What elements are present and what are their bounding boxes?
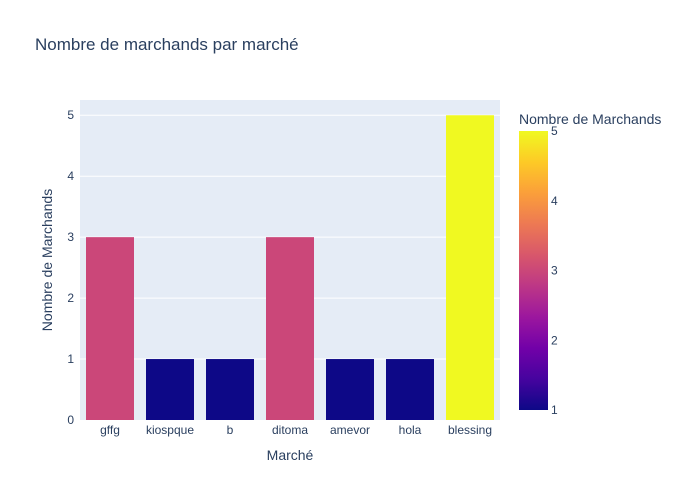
colorbar-title: Nombre de Marchands (519, 111, 661, 127)
chart-title: Nombre de marchands par marché (35, 35, 299, 54)
colorbar: Nombre de Marchands 1 2 3 4 5 (519, 111, 661, 417)
bar-amevor[interactable] (326, 359, 374, 420)
y-tick-label: 3 (67, 230, 74, 244)
colorbar-ticks: 1 2 3 4 5 (551, 124, 558, 417)
colorbar-tick-label: 1 (551, 403, 558, 417)
colorbar-tick-label: 5 (551, 124, 558, 138)
x-axis-ticks: gffg kiospque b ditoma amevor hola blessing (100, 423, 492, 437)
x-tick-label: amevor (330, 423, 370, 437)
y-tick-label: 1 (67, 352, 74, 366)
colorbar-tick-label: 2 (551, 333, 558, 347)
x-tick-label: blessing (448, 423, 492, 437)
bar-gffg[interactable] (86, 237, 134, 420)
colorbar-tick-label: 4 (551, 194, 558, 208)
y-tick-label: 4 (67, 169, 74, 183)
x-tick-label: kiospque (146, 423, 194, 437)
x-tick-label: ditoma (272, 423, 308, 437)
bar-blessing[interactable] (446, 115, 494, 420)
x-tick-label: gffg (100, 423, 120, 437)
bar-b[interactable] (206, 359, 254, 420)
bar-kiospque[interactable] (146, 359, 194, 420)
bar-ditoma[interactable] (266, 237, 314, 420)
y-tick-label: 2 (67, 291, 74, 305)
x-tick-label: b (227, 423, 234, 437)
y-axis-ticks: 0 1 2 3 4 5 (67, 108, 74, 427)
y-tick-label: 0 (67, 413, 74, 427)
y-axis-title: Nombre de Marchands (39, 189, 55, 331)
x-axis-title: Marché (267, 447, 314, 463)
bars (86, 115, 494, 420)
x-tick-label: hola (399, 423, 422, 437)
colorbar-tick-label: 3 (551, 264, 558, 278)
colorbar-gradient (519, 131, 548, 410)
y-tick-label: 5 (67, 108, 74, 122)
bar-hola[interactable] (386, 359, 434, 420)
